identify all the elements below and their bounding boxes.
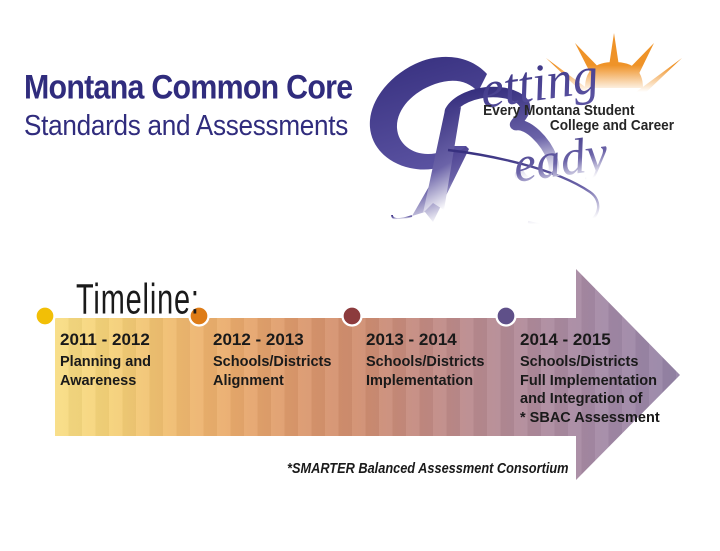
svg-text:eady: eady [510,124,612,193]
svg-text:College and Career: College and Career [550,117,675,133]
